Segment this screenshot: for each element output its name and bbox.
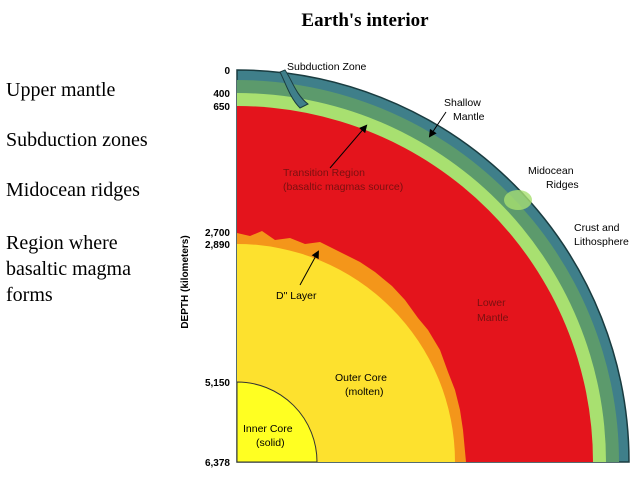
- label: Mantle: [477, 312, 509, 324]
- subducting-slab: [279, 69, 309, 109]
- bullet: Subduction zones: [6, 129, 148, 151]
- arrow: [329, 124, 368, 169]
- depth-label: 650: [213, 102, 230, 113]
- earth-diagram: [236, 69, 630, 463]
- bullet: Region where: [6, 232, 118, 254]
- label: (solid): [256, 437, 285, 449]
- label: Ridges: [546, 179, 579, 191]
- axis-label: DEPTH (kilometers): [180, 235, 191, 328]
- region-labels: Subduction Zone Shallow Mantle Midocean …: [243, 61, 629, 449]
- depth-label: 2,890: [205, 240, 230, 251]
- label: Lower: [477, 297, 506, 309]
- bullet: forms: [6, 284, 53, 306]
- arrow: [299, 250, 319, 286]
- ridge-upwelling: [504, 190, 532, 210]
- label: Outer Core: [335, 372, 387, 384]
- depth-label: 400: [213, 89, 230, 100]
- label: D" Layer: [276, 290, 317, 302]
- label: (molten): [345, 386, 384, 398]
- label: Crust and: [574, 222, 620, 234]
- label: (basaltic magmas source): [283, 181, 403, 193]
- label: Midocean: [528, 165, 574, 177]
- label: Subduction Zone: [287, 61, 367, 73]
- bullet: basaltic magma: [6, 258, 131, 280]
- label: Inner Core: [243, 423, 293, 435]
- inner-core: [236, 381, 318, 463]
- label: Lithosphere: [574, 236, 629, 248]
- arrow: [428, 111, 447, 138]
- depth-label: 2,700: [205, 228, 230, 239]
- depth-label: 5,150: [205, 378, 230, 389]
- bullet: Upper mantle: [6, 79, 116, 101]
- label: Mantle: [453, 111, 485, 123]
- bullet: Midocean ridges: [6, 179, 140, 201]
- bullet-list: Upper mantle Subduction zones Midocean r…: [6, 79, 148, 306]
- depth-label: 0: [224, 66, 230, 77]
- title: Earth's interior: [301, 10, 429, 31]
- depth-labels: 0 400 650 2,700 2,890 5,150 6,378: [205, 66, 230, 469]
- label: Shallow: [444, 97, 481, 109]
- depth-label: 6,378: [205, 458, 230, 469]
- label: Transition Region: [283, 167, 365, 179]
